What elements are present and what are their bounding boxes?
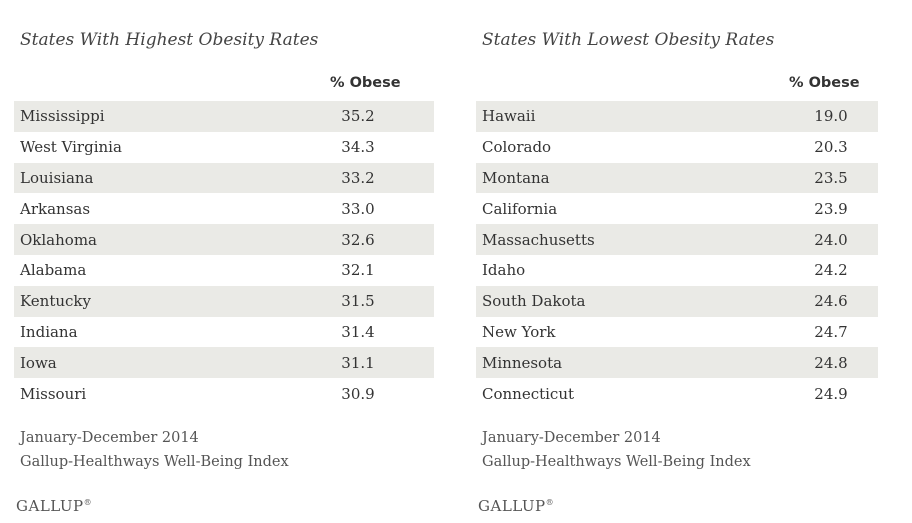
state-name: Montana	[482, 168, 550, 187]
table-row: Arkansas 33.0	[14, 193, 434, 224]
period-text: January-December 2014	[20, 430, 199, 446]
obesity-table: Mississippi 35.2 West Virginia 34.3 Louisi…	[14, 101, 434, 409]
table-row: Indiana 31.4	[14, 317, 434, 348]
table-row: Iowa 31.1	[14, 347, 434, 379]
state-name: Louisiana	[20, 168, 94, 187]
state-name: Massachusetts	[482, 230, 595, 249]
state-name: Connecticut	[482, 384, 575, 403]
table-row: Mississippi 35.2	[14, 101, 434, 132]
column-header: % Obese	[330, 75, 401, 91]
table-row: South Dakota 24.6	[476, 285, 878, 317]
table-row: Minnesota 24.8	[476, 347, 878, 379]
state-name: Idaho	[482, 261, 526, 280]
table-row: California 23.9	[476, 193, 878, 224]
state-name: Oklahoma	[20, 230, 97, 249]
source-note: January-December 2014 Gallup-Healthways …	[482, 426, 751, 474]
obesity-value: 30.9	[341, 384, 375, 403]
state-name: Iowa	[20, 353, 57, 372]
state-name: Arkansas	[20, 199, 91, 218]
table-row: Louisiana 33.2	[14, 162, 434, 194]
table-row: Colorado 20.3	[476, 132, 878, 163]
obesity-value: 31.5	[341, 292, 375, 311]
obesity-value: 19.0	[814, 107, 848, 126]
state-name: Colorado	[482, 138, 552, 157]
obesity-value: 31.1	[341, 353, 375, 372]
obesity-value: 33.2	[341, 168, 375, 187]
state-name: Indiana	[20, 322, 78, 341]
obesity-value: 24.0	[814, 230, 848, 249]
obesity-value: 24.8	[814, 353, 848, 372]
table-row: Connecticut 24.9	[476, 378, 878, 409]
obesity-value: 24.6	[814, 292, 848, 311]
source-text: Gallup-Healthways Well-Being Index	[20, 454, 289, 470]
obesity-value: 24.7	[814, 322, 848, 341]
obesity-value: 34.3	[341, 138, 375, 157]
state-name: South Dakota	[482, 292, 586, 311]
obesity-value: 23.9	[814, 199, 848, 218]
panel-title: States With Lowest Obesity Rates	[482, 30, 775, 50]
state-name: Alabama	[20, 261, 87, 280]
table-row: New York 24.7	[476, 317, 878, 348]
source-text: Gallup-Healthways Well-Being Index	[482, 454, 751, 470]
table-row: Kentucky 31.5	[14, 285, 434, 317]
state-name: Hawaii	[482, 107, 536, 126]
state-name: New York	[482, 322, 556, 341]
obesity-value: 24.9	[814, 384, 848, 403]
period-text: January-December 2014	[482, 430, 661, 446]
column-header: % Obese	[789, 75, 860, 91]
table-row: Idaho 24.2	[476, 255, 878, 286]
table-row: Oklahoma 32.6	[14, 224, 434, 255]
table-row: West Virginia 34.3	[14, 132, 434, 163]
obesity-value: 33.0	[341, 199, 375, 218]
state-name: Missouri	[20, 384, 87, 403]
source-note: January-December 2014 Gallup-Healthways …	[20, 426, 289, 474]
obesity-value: 35.2	[341, 107, 375, 126]
panel-title: States With Highest Obesity Rates	[20, 30, 319, 50]
gallup-logo: GALLUP®	[478, 497, 555, 515]
gallup-logo: GALLUP®	[16, 497, 93, 515]
table-row: Missouri 30.9	[14, 378, 434, 409]
obesity-table: Hawaii 19.0 Colorado 20.3 Montana 23.5 Cali…	[476, 101, 878, 409]
obesity-value: 32.6	[341, 230, 375, 249]
obesity-value: 32.1	[341, 261, 375, 280]
state-name: Mississippi	[20, 107, 105, 126]
state-name: Minnesota	[482, 353, 563, 372]
obesity-value: 24.2	[814, 261, 848, 280]
table-row: Alabama 32.1	[14, 255, 434, 286]
state-name: California	[482, 199, 558, 218]
obesity-value: 31.4	[341, 322, 375, 341]
obesity-value: 23.5	[814, 168, 848, 187]
table-row: Montana 23.5	[476, 162, 878, 194]
table-row: Massachusetts 24.0	[476, 224, 878, 255]
state-name: West Virginia	[20, 138, 122, 157]
obesity-value: 20.3	[814, 138, 848, 157]
table-row: Hawaii 19.0	[476, 101, 878, 132]
state-name: Kentucky	[20, 292, 91, 311]
